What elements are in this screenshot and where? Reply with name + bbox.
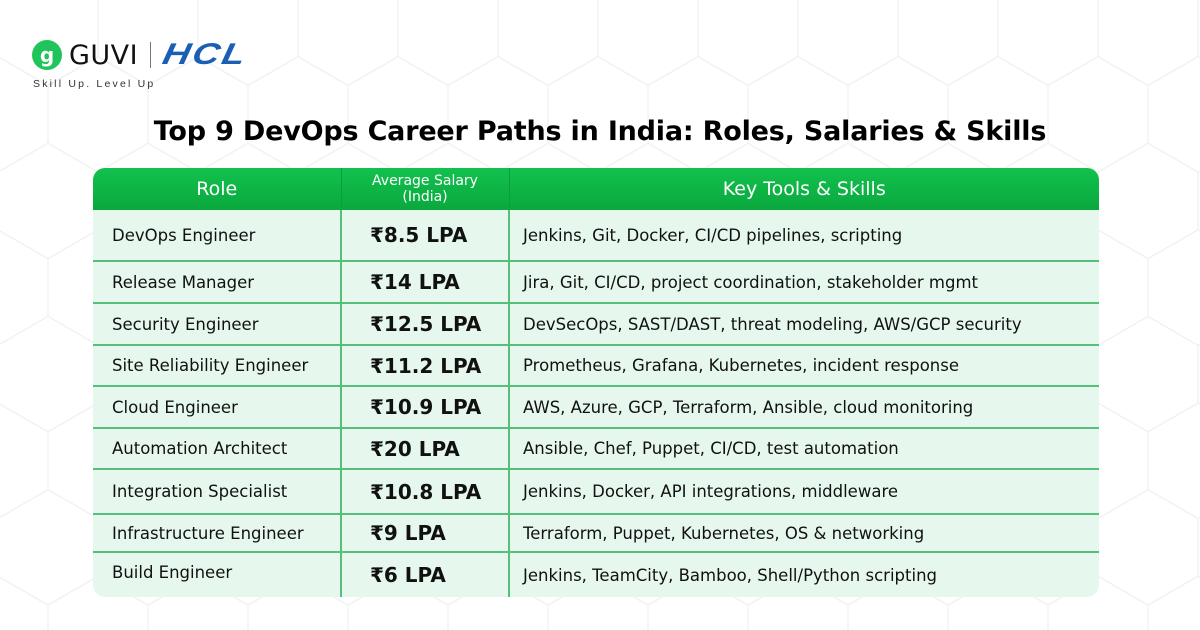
table-row: Cloud Engineer ₹10.9 LPA AWS, Azure, GCP… xyxy=(93,386,1099,429)
page-title: Top 9 DevOps Career Paths in India: Role… xyxy=(153,116,1047,147)
salary-cell: ₹11.2 LPA xyxy=(340,345,510,387)
salary-cell: ₹10.9 LPA xyxy=(340,386,510,429)
role-cell: Security Engineer xyxy=(93,303,341,346)
logo-divider xyxy=(150,42,152,68)
role-cell: Automation Architect xyxy=(93,428,341,470)
column-header-salary: Average Salary (India) xyxy=(341,168,510,210)
skills-cell: Jenkins, Docker, API integrations, middl… xyxy=(509,469,1099,515)
role-cell: Site Reliability Engineer xyxy=(93,345,341,387)
skills-cell: DevSecOps, SAST/DAST, threat modeling, A… xyxy=(509,303,1099,346)
skills-cell: Jenkins, Git, Docker, CI/CD pipelines, s… xyxy=(509,210,1099,262)
skills-cell: Prometheus, Grafana, Kubernetes, inciden… xyxy=(509,345,1099,387)
table-row: Security Engineer ₹12.5 LPA DevSecOps, S… xyxy=(93,303,1099,346)
role-cell: Infrastructure Engineer xyxy=(93,514,341,553)
role-cell: DevOps Engineer xyxy=(93,210,341,262)
skills-cell: Jira, Git, CI/CD, project coordination, … xyxy=(509,261,1099,304)
salary-cell: ₹8.5 LPA xyxy=(340,210,510,262)
skills-cell: Ansible, Chef, Puppet, CI/CD, test autom… xyxy=(509,428,1099,470)
column-header-role: Role xyxy=(93,168,342,210)
table-row: Infrastructure Engineer ₹9 LPA Terraform… xyxy=(93,514,1099,553)
role-cell: Integration Specialist xyxy=(93,469,341,515)
salary-cell: ₹20 LPA xyxy=(340,428,510,470)
column-header-skills: Key Tools & Skills xyxy=(509,168,1099,210)
salary-cell: ₹14 LPA xyxy=(340,261,510,304)
table-row: Build Engineer ₹6 LPA Jenkins, TeamCity,… xyxy=(93,552,1099,597)
salary-cell: ₹10.8 LPA xyxy=(340,469,510,515)
guvi-logo-icon: g xyxy=(32,40,62,70)
table-row: DevOps Engineer ₹8.5 LPA Jenkins, Git, D… xyxy=(93,210,1099,262)
salary-cell: ₹9 LPA xyxy=(340,514,510,553)
skills-cell: Terraform, Puppet, Kubernetes, OS & netw… xyxy=(509,514,1099,553)
brand-tagline: Skill Up. Level Up xyxy=(33,78,156,90)
table-header-row: Role Average Salary (India) Key Tools & … xyxy=(93,168,1099,210)
table-row: Release Manager ₹14 LPA Jira, Git, CI/CD… xyxy=(93,261,1099,304)
table-row: Automation Architect ₹20 LPA Ansible, Ch… xyxy=(93,428,1099,470)
role-cell: Cloud Engineer xyxy=(93,386,341,429)
brand-logo: g GUVI HCL Skill Up. Level Up xyxy=(32,38,251,90)
hcl-wordmark: HCL xyxy=(159,38,252,71)
career-paths-table: Role Average Salary (India) Key Tools & … xyxy=(93,168,1099,597)
role-cell: Release Manager xyxy=(93,261,341,304)
salary-cell: ₹12.5 LPA xyxy=(340,303,510,346)
guvi-wordmark: GUVI xyxy=(69,39,139,71)
skills-cell: AWS, Azure, GCP, Terraform, Ansible, clo… xyxy=(509,386,1099,429)
table-row: Integration Specialist ₹10.8 LPA Jenkins… xyxy=(93,469,1099,515)
table-row: Site Reliability Engineer ₹11.2 LPA Prom… xyxy=(93,345,1099,387)
skills-cell: Jenkins, TeamCity, Bamboo, Shell/Python … xyxy=(523,565,937,585)
salary-cell: ₹6 LPA xyxy=(340,552,510,597)
role-cell: Build Engineer xyxy=(112,563,233,582)
